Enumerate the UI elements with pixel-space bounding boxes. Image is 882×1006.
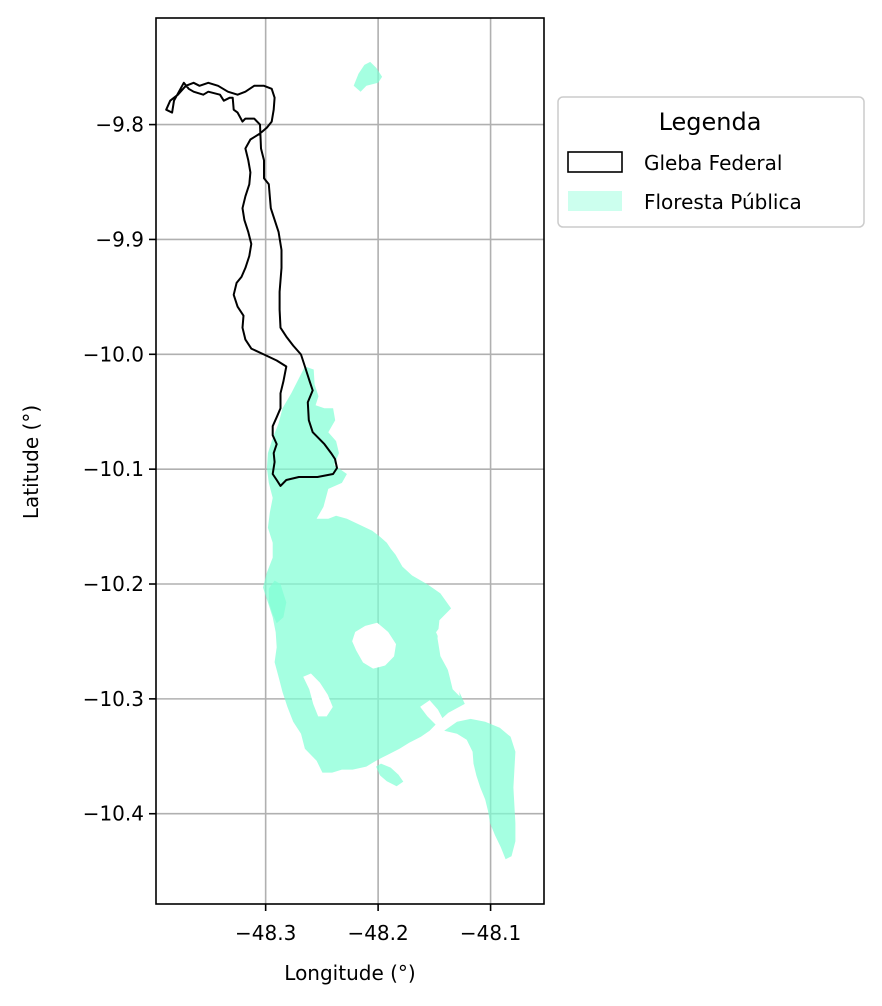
y-tick-label: −10.0 (83, 342, 144, 366)
legend-label-gleba-federal: Gleba Federal (644, 151, 782, 175)
non-forest-gap (436, 622, 460, 697)
floresta-publica-polygon (444, 718, 516, 860)
x-tick-label: −48.2 (347, 921, 408, 945)
x-axis-ticks: −48.3 −48.2 −48.1 (235, 904, 521, 945)
legend-swatch-gleba-federal (567, 151, 623, 173)
y-tick-label: −9.8 (95, 113, 144, 137)
legend-label-floresta-publica: Floresta Pública (644, 190, 802, 214)
non-forest-gap (303, 673, 333, 717)
y-axis-ticks: −9.8 −9.9 −10.0 −10.1 −10.2 −10.3 −10.4 (83, 113, 156, 826)
x-tick-label: −48.3 (235, 921, 296, 945)
x-tick-label: −48.1 (460, 921, 521, 945)
floresta-publica-polygon (268, 580, 287, 624)
legend-title: Legenda (659, 108, 762, 136)
floresta-publica-layer (263, 61, 516, 860)
y-tick-label: −10.2 (83, 572, 144, 596)
non-forest-gap (420, 700, 443, 726)
y-tick-label: −10.1 (83, 457, 144, 481)
x-axis-label: Longitude (°) (284, 961, 415, 985)
legend: Legenda Gleba Federal Floresta Pública (557, 96, 865, 228)
y-tick-label: −10.4 (83, 802, 144, 826)
floresta-publica-polygon (263, 366, 465, 773)
plot-frame (155, 17, 545, 905)
gleba-federal-layer (165, 81, 338, 487)
y-tick-label: −9.9 (95, 227, 144, 251)
floresta-publica-polygon (353, 61, 383, 92)
floresta-publica-polygon (376, 763, 404, 787)
y-axis-label: Latitude (°) (19, 405, 43, 519)
non-forest-gap (352, 622, 397, 669)
y-tick-label: −10.3 (83, 687, 144, 711)
legend-box (557, 96, 865, 228)
gleba-federal-outline (165, 81, 338, 487)
legend-swatch-floresta-publica (568, 191, 622, 211)
